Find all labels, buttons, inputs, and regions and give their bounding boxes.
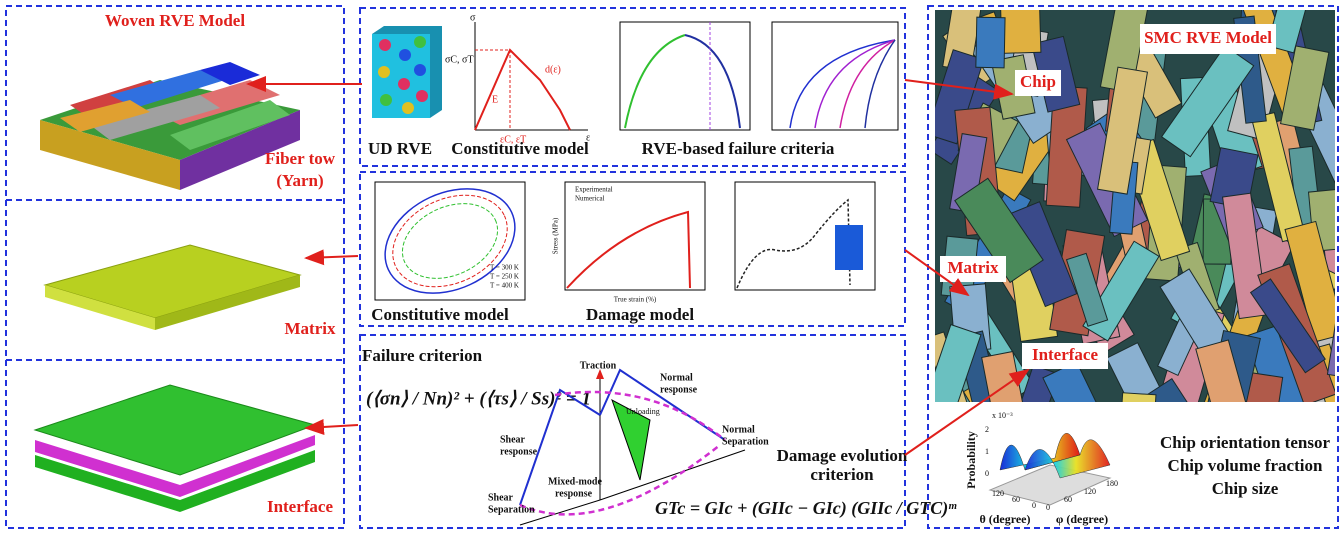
panel-title: Woven RVE Model xyxy=(105,11,245,30)
feature: Chip size xyxy=(1212,479,1279,498)
label: Interface xyxy=(1032,345,1099,364)
chip xyxy=(1000,0,1041,53)
interface-model xyxy=(35,385,315,512)
label: Shear xyxy=(500,434,526,445)
woven-model xyxy=(40,62,300,190)
specimen xyxy=(835,225,863,270)
tick-label: 1 xyxy=(985,447,989,456)
sketch-label: σC, σT xyxy=(445,54,474,65)
label: Unloading xyxy=(626,407,660,416)
axis-label: σ xyxy=(470,12,476,23)
curve xyxy=(737,200,850,288)
label: Matrix xyxy=(285,319,336,338)
label: Traction xyxy=(580,360,617,371)
label: Separation xyxy=(488,504,535,515)
legend-entry: Numerical xyxy=(575,195,605,203)
micro-middle: T = 300 K T = 250 K T = 400 K Constituti… xyxy=(360,169,905,326)
feature: Chip orientation tensor xyxy=(1160,433,1330,452)
axis-label: Probability xyxy=(964,431,978,489)
ellipse xyxy=(368,169,532,313)
figure: Woven RVE Model Fiber tow (Yarn) Matrix … xyxy=(0,0,1342,534)
smc-panel: SMC RVE Model Chip Matrix Interface Prob… xyxy=(900,0,1342,528)
label: Mixed-mode xyxy=(548,476,602,487)
arrow xyxy=(306,256,358,258)
axis-label: Stress (MPa) xyxy=(552,217,560,254)
arrows xyxy=(248,80,1028,455)
label: Normal xyxy=(660,372,693,383)
chip xyxy=(1117,393,1156,483)
tick-label: 120 xyxy=(992,489,1004,498)
label: Fiber tow xyxy=(265,149,336,168)
sketch-label: E xyxy=(492,94,498,105)
label: Chip xyxy=(1020,72,1056,91)
matrix-model xyxy=(45,245,300,330)
chip xyxy=(976,17,1005,68)
feature: Chip volume fraction xyxy=(1168,456,1323,475)
label: Matrix xyxy=(948,258,999,277)
legend-entry: Experimental xyxy=(575,186,613,194)
panel-title: SMC RVE Model xyxy=(1144,28,1272,47)
caption: RVE-based failure criteria xyxy=(642,139,835,158)
micro-bottom: Failure criterion (⟨σn⟩ / Nn)² + (⟨τs⟩ /… xyxy=(360,335,957,528)
label: Normal xyxy=(722,424,755,435)
formula-title: criterion xyxy=(810,465,874,484)
formula-title: Damage evolution xyxy=(777,446,908,465)
tick-label: 0 xyxy=(1046,503,1050,512)
caption: Constitutive model xyxy=(371,305,509,324)
axis-label: True strain (%) xyxy=(614,296,657,304)
legend-entry: T = 300 K xyxy=(490,264,519,272)
label: response xyxy=(500,446,538,457)
caption: Damage model xyxy=(586,305,694,324)
chip xyxy=(1240,383,1288,523)
scale-label: x 10⁻³ xyxy=(992,411,1013,420)
tick-label: 2 xyxy=(985,425,989,434)
failure-charts xyxy=(620,22,898,130)
legend-entry: T = 250 K xyxy=(490,273,519,281)
micro-top: UD RVE σ ε E d(ε) εC, εT σC, σT Constitu… xyxy=(360,8,905,166)
label: response xyxy=(555,488,593,499)
label: Shear xyxy=(488,492,514,503)
tick-label: 0 xyxy=(985,469,989,478)
tick-label: 60 xyxy=(1064,495,1072,504)
caption: Constitutive model xyxy=(451,139,589,158)
label: (Yarn) xyxy=(276,171,323,190)
tick-label: 0 xyxy=(1032,501,1036,510)
axis-label: φ (degree) xyxy=(1056,512,1108,526)
tick-label: 180 xyxy=(1106,479,1118,488)
formula: GTc = GIc + (GIIc − GIc) (GIIc / GTC)ᵐ xyxy=(655,498,957,519)
curve xyxy=(567,212,690,288)
caption: UD RVE xyxy=(368,139,432,158)
tick-label: 60 xyxy=(1012,495,1020,504)
label: response xyxy=(660,384,698,395)
formula-title: Failure criterion xyxy=(362,346,483,365)
axis-label: θ (degree) xyxy=(979,512,1030,526)
label: Separation xyxy=(722,436,769,447)
sketch-label: d(ε) xyxy=(545,64,561,75)
tick-label: 120 xyxy=(1084,487,1096,496)
sketch xyxy=(475,22,588,130)
legend-entry: T = 400 K xyxy=(490,282,519,290)
label: Interface xyxy=(267,497,334,516)
